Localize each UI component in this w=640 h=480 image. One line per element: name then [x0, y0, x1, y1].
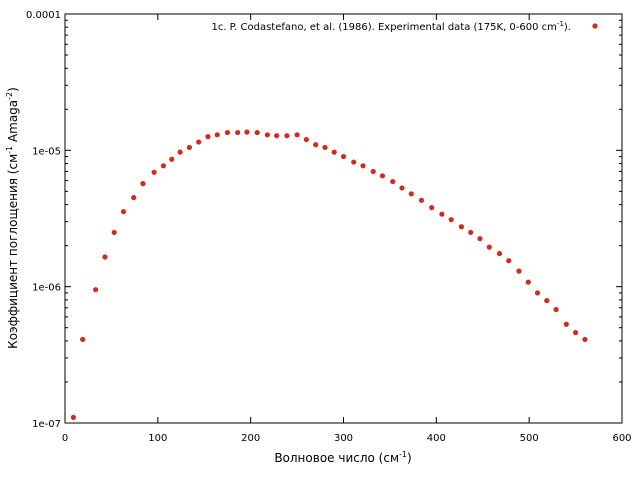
data-point: [360, 163, 366, 169]
x-tick-label: 300: [334, 433, 353, 444]
data-point: [80, 336, 86, 343]
data-point: [196, 139, 202, 145]
data-point: [525, 279, 531, 285]
data-point: [264, 132, 270, 138]
data-point: [102, 254, 108, 260]
data-point: [160, 163, 167, 169]
plot-frame: [64, 13, 623, 424]
data-point: [477, 236, 483, 242]
data-point: [214, 132, 220, 138]
data-point: [284, 133, 290, 139]
data-point: [408, 191, 414, 197]
data-point: [322, 144, 328, 151]
legend: 1c. P. Codastefano, et al. (1986). Exper…: [211, 20, 598, 33]
y-axis-title: Коэффициент поглощения (см-1 Amaga-2): [5, 87, 20, 349]
data-point: [486, 244, 492, 250]
y-tick-label: 0.0001: [26, 10, 61, 21]
data-point: [186, 144, 192, 151]
data-point: [468, 229, 474, 236]
x-tick-label: 100: [148, 433, 167, 444]
y-tick-label: 1e-07: [32, 419, 61, 430]
data-point: [224, 129, 231, 136]
data-point: [458, 224, 464, 230]
x-axis-ticks: 0 100 200 300 400 500 600: [62, 14, 632, 444]
data-point: [448, 217, 454, 223]
data-point: [572, 330, 579, 336]
data-point: [516, 268, 522, 274]
data-point: [534, 290, 541, 296]
legend-marker: [592, 23, 598, 29]
data-point: [340, 153, 347, 160]
data-point: [439, 211, 445, 217]
data-point: [235, 129, 241, 136]
data-point: [254, 129, 260, 136]
y-tick-label: 1e-05: [32, 146, 61, 157]
data-point: [370, 168, 376, 175]
data-point: [169, 156, 175, 162]
data-point: [131, 195, 137, 201]
data-point: [553, 306, 559, 313]
data-point: [151, 169, 157, 175]
data-point: [303, 136, 309, 143]
data-point: [544, 298, 550, 304]
data-points: [70, 129, 588, 420]
data-point: [177, 149, 183, 155]
data-point: [70, 414, 76, 420]
data-point: [93, 287, 99, 293]
data-point: [205, 134, 211, 140]
data-point: [582, 336, 588, 343]
data-point: [563, 321, 569, 327]
data-point: [111, 229, 117, 236]
data-point: [496, 250, 503, 257]
x-tick-label: 0: [62, 433, 68, 444]
data-point: [390, 178, 396, 185]
data-point: [294, 132, 300, 138]
legend-label: 1c. P. Codastefano, et al. (1986). Exper…: [211, 20, 571, 33]
x-tick-label: 200: [241, 433, 260, 444]
data-point: [120, 209, 127, 215]
y-tick-label: 1e-06: [32, 283, 61, 294]
data-point: [244, 129, 250, 135]
data-point: [429, 205, 435, 211]
data-point: [140, 181, 146, 187]
y-axis-ticks: 1e-07 1e-06 1e-05 0.0001: [26, 10, 622, 430]
data-point: [399, 185, 405, 191]
data-point: [313, 142, 319, 148]
x-tick-label: 600: [612, 433, 631, 444]
data-point: [418, 197, 425, 203]
data-point: [379, 173, 386, 179]
x-axis-title: Волновое число (см-1): [274, 450, 411, 465]
data-point: [351, 159, 357, 165]
x-tick-label: 500: [520, 433, 539, 444]
x-tick-label: 400: [427, 433, 446, 444]
data-point: [274, 133, 280, 139]
data-point: [331, 149, 337, 155]
data-point: [506, 258, 512, 264]
